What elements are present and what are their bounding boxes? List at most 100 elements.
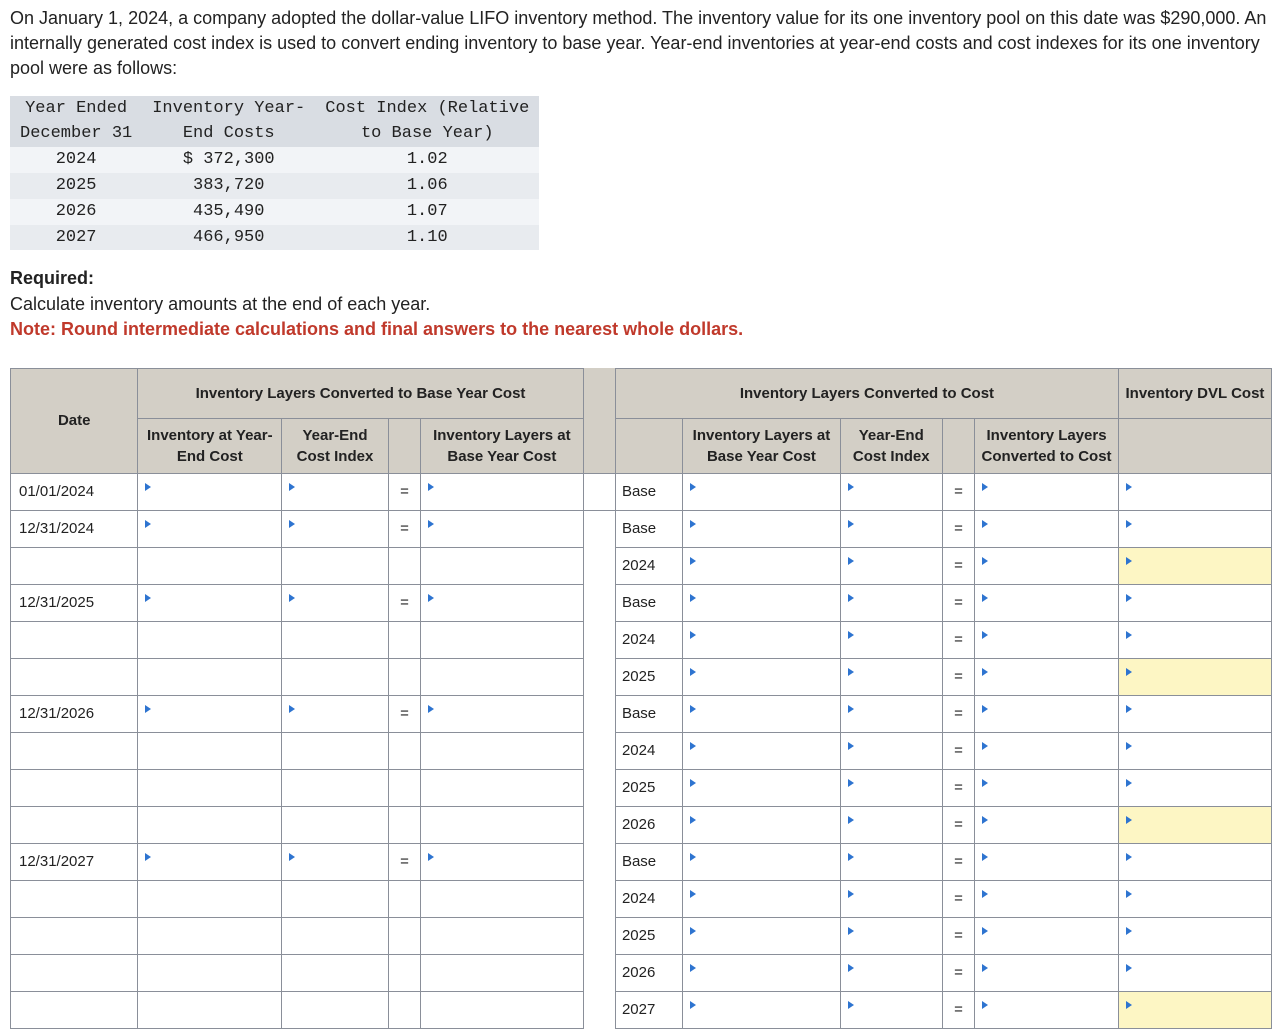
in[interactable] (840, 621, 942, 658)
in-d0-lbase[interactable] (683, 473, 841, 510)
required-heading: Required: (10, 266, 1272, 291)
in-d0-lidx[interactable] (840, 473, 942, 510)
in[interactable] (975, 510, 1119, 547)
in[interactable] (683, 621, 841, 658)
in[interactable] (138, 584, 282, 621)
in[interactable] (840, 547, 942, 584)
in[interactable] (683, 658, 841, 695)
in[interactable] (1118, 769, 1271, 806)
in[interactable] (1118, 510, 1271, 547)
in-d1-idx[interactable] (282, 510, 389, 547)
in[interactable] (840, 695, 942, 732)
in[interactable] (975, 695, 1119, 732)
in[interactable] (138, 695, 282, 732)
in[interactable] (683, 880, 841, 917)
in[interactable] (1118, 954, 1271, 991)
dropdown-icon (690, 483, 696, 491)
in[interactable] (1118, 732, 1271, 769)
in-d4-dvl[interactable] (1118, 991, 1271, 1028)
in[interactable] (683, 510, 841, 547)
dropdown-icon (1126, 964, 1132, 972)
in[interactable] (975, 806, 1119, 843)
d0-lbl: Base (615, 473, 682, 510)
in[interactable] (840, 880, 942, 917)
in-d0-conv[interactable] (975, 473, 1119, 510)
dropdown-icon (982, 483, 988, 491)
d3-lbl-2024: 2024 (615, 732, 682, 769)
in[interactable] (683, 806, 841, 843)
dt-h2a: Inventory Year- (142, 96, 315, 122)
in[interactable] (1118, 880, 1271, 917)
in[interactable] (138, 843, 282, 880)
dropdown-icon (690, 853, 696, 861)
in[interactable] (975, 621, 1119, 658)
in[interactable] (1118, 621, 1271, 658)
d3-lbl-2025: 2025 (615, 769, 682, 806)
in[interactable] (421, 584, 583, 621)
in[interactable] (840, 991, 942, 1028)
in[interactable] (840, 954, 942, 991)
dropdown-icon (690, 557, 696, 565)
dropdown-icon (848, 816, 854, 824)
dropdown-icon (145, 705, 151, 713)
in[interactable] (840, 843, 942, 880)
in-d1-base[interactable] (421, 510, 583, 547)
in[interactable] (840, 732, 942, 769)
in[interactable] (683, 732, 841, 769)
in[interactable] (683, 954, 841, 991)
in[interactable] (683, 769, 841, 806)
in-d0-inv[interactable] (138, 473, 282, 510)
in[interactable] (683, 547, 841, 584)
wh-date: Date (11, 368, 138, 473)
in[interactable] (840, 658, 942, 695)
in-d1-inv[interactable] (138, 510, 282, 547)
in[interactable] (282, 843, 389, 880)
in[interactable] (975, 547, 1119, 584)
in[interactable] (840, 584, 942, 621)
dropdown-icon (1126, 816, 1132, 824)
in[interactable] (421, 695, 583, 732)
in[interactable] (975, 843, 1119, 880)
dropdown-icon (145, 483, 151, 491)
in-d1-dvl[interactable] (1118, 547, 1271, 584)
dropdown-icon (982, 779, 988, 787)
in[interactable] (683, 991, 841, 1028)
dropdown-icon (690, 520, 696, 528)
in-d0-idx[interactable] (282, 473, 389, 510)
in[interactable] (282, 584, 389, 621)
in-d2-dvl[interactable] (1118, 658, 1271, 695)
in[interactable] (683, 584, 841, 621)
in[interactable] (975, 991, 1119, 1028)
in[interactable] (975, 732, 1119, 769)
in[interactable] (975, 917, 1119, 954)
in-d0-dvl[interactable] (1118, 473, 1271, 510)
eq: = (388, 843, 420, 880)
dropdown-icon (982, 742, 988, 750)
dropdown-icon (982, 816, 988, 824)
in[interactable] (975, 658, 1119, 695)
dropdown-icon (982, 705, 988, 713)
in[interactable] (975, 769, 1119, 806)
in[interactable] (1118, 843, 1271, 880)
in[interactable] (840, 806, 942, 843)
in[interactable] (1118, 584, 1271, 621)
in[interactable] (840, 917, 942, 954)
in[interactable] (1118, 695, 1271, 732)
dropdown-icon (690, 1001, 696, 1009)
in[interactable] (683, 843, 841, 880)
in[interactable] (975, 584, 1119, 621)
in[interactable] (975, 954, 1119, 991)
row-d4-date: 12/31/2027 (11, 843, 138, 880)
in-d0-base[interactable] (421, 473, 583, 510)
in-d3-dvl[interactable] (1118, 806, 1271, 843)
in[interactable] (683, 695, 841, 732)
in[interactable] (975, 880, 1119, 917)
in[interactable] (840, 769, 942, 806)
in[interactable] (840, 510, 942, 547)
dt-h3a: Cost Index (Relative (315, 96, 539, 122)
in[interactable] (282, 695, 389, 732)
in[interactable] (683, 917, 841, 954)
in[interactable] (1118, 917, 1271, 954)
dropdown-icon (690, 964, 696, 972)
in[interactable] (421, 843, 583, 880)
